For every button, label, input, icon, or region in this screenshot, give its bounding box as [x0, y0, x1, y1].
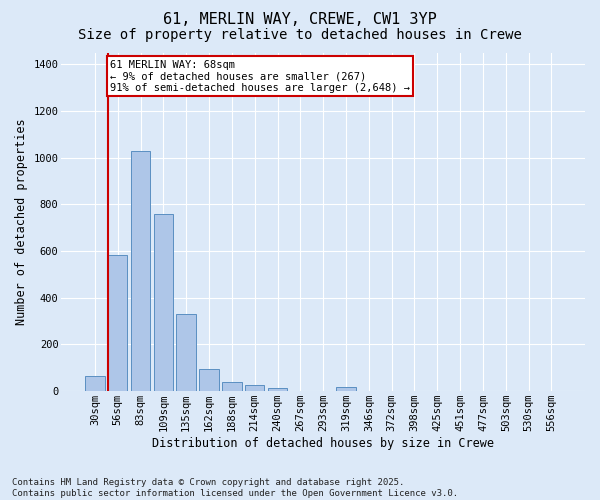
X-axis label: Distribution of detached houses by size in Crewe: Distribution of detached houses by size …	[152, 437, 494, 450]
Bar	[154, 214, 173, 391]
Text: Size of property relative to detached houses in Crewe: Size of property relative to detached ho…	[78, 28, 522, 42]
Bar	[176, 314, 196, 391]
Text: 61 MERLIN WAY: 68sqm
← 9% of detached houses are smaller (267)
91% of semi-detac: 61 MERLIN WAY: 68sqm ← 9% of detached ho…	[110, 60, 410, 92]
Bar	[222, 382, 242, 391]
Bar	[245, 386, 265, 391]
Text: 61, MERLIN WAY, CREWE, CW1 3YP: 61, MERLIN WAY, CREWE, CW1 3YP	[163, 12, 437, 28]
Y-axis label: Number of detached properties: Number of detached properties	[15, 118, 28, 325]
Bar	[131, 150, 150, 391]
Bar	[85, 376, 104, 391]
Bar	[336, 387, 356, 391]
Bar	[108, 254, 127, 391]
Bar	[268, 388, 287, 391]
Bar	[199, 369, 219, 391]
Text: Contains HM Land Registry data © Crown copyright and database right 2025.
Contai: Contains HM Land Registry data © Crown c…	[12, 478, 458, 498]
